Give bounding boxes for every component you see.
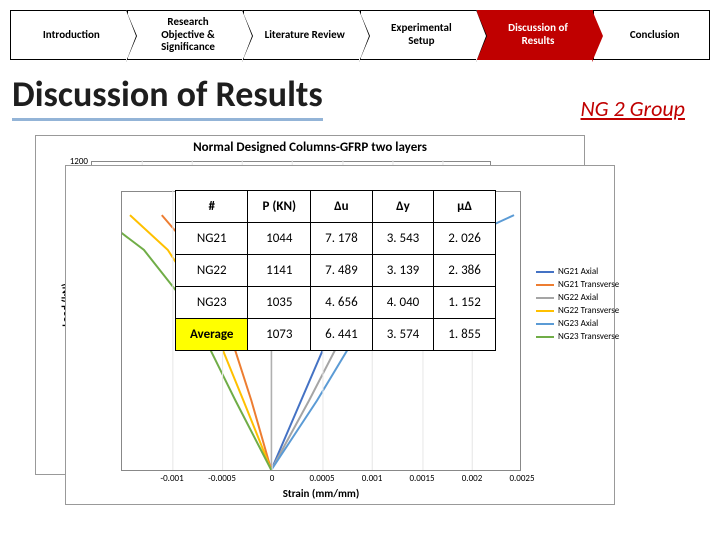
table-cell: 1073 — [248, 319, 311, 351]
legend-item: NG22 Axial — [536, 292, 619, 303]
table-cell: 3. 543 — [372, 223, 434, 255]
table-header-cell: Δu — [311, 191, 373, 223]
table-cell: 4. 656 — [311, 287, 373, 319]
table-cell: 3. 574 — [372, 319, 434, 351]
table-body: NG2110447. 1783. 5432. 026NG2211417. 489… — [176, 223, 496, 351]
xtick-label: -0.0005 — [208, 473, 236, 484]
table-row: NG2211417. 4893. 1392. 386 — [176, 255, 496, 287]
legend: NG21 Axial NG21 Transverse NG22 Axial NG22 … — [536, 266, 619, 344]
legend-item: NG23 Axial — [536, 318, 619, 329]
xtick-label: -0.001 — [160, 473, 183, 484]
nav-item[interactable]: Discussion of Results — [477, 10, 594, 60]
page-title: Discussion of Results — [12, 72, 323, 121]
table-header-row: #P (KN)ΔuΔyμΔ — [176, 191, 496, 223]
table-row: NG2110447. 1783. 5432. 026 — [176, 223, 496, 255]
xtick-label: 0 — [270, 473, 275, 484]
xtick-label: 0.001 — [362, 473, 383, 484]
breadcrumb-nav: IntroductionResearch Objective & Signifi… — [10, 10, 710, 60]
table-row: NG2310354. 6564. 0401. 152 — [176, 287, 496, 319]
chart-title: Normal Designed Columns-GFRP two layers — [36, 140, 584, 155]
table-cell: 1035 — [248, 287, 311, 319]
nav-item[interactable]: Research Objective & Significance — [127, 10, 244, 60]
xtick-label: 0.0005 — [309, 473, 334, 484]
table-cell: 2. 386 — [434, 255, 496, 287]
table-cell: NG23 — [176, 287, 248, 319]
table-cell: NG21 — [176, 223, 248, 255]
table-row: Average10736. 4413. 5741. 855 — [176, 319, 496, 351]
x-axis-label: Strain (mm/mm) — [121, 487, 521, 500]
group-label: NG 2 Group — [581, 95, 686, 122]
table-header-cell: μΔ — [434, 191, 496, 223]
nav-item[interactable]: Literature Review — [243, 10, 360, 60]
table-cell: 1141 — [248, 255, 311, 287]
legend-item: NG23 Transverse — [536, 331, 619, 342]
table-cell: 4. 040 — [372, 287, 434, 319]
table-cell: 7. 178 — [311, 223, 373, 255]
table-cell: 7. 489 — [311, 255, 373, 287]
nav-item[interactable]: Experimental Setup — [360, 10, 477, 60]
table-cell: 1. 152 — [434, 287, 496, 319]
table-cell: 1044 — [248, 223, 311, 255]
xtick-label: 0.0015 — [409, 473, 434, 484]
table-header-cell: # — [176, 191, 248, 223]
legend-item: NG21 Axial — [536, 266, 619, 277]
legend-item: NG21 Transverse — [536, 279, 619, 290]
xtick-label: 0.002 — [462, 473, 483, 484]
table-cell: 6. 441 — [311, 319, 373, 351]
table-cell: Average — [176, 319, 248, 351]
table-header-cell: Δy — [372, 191, 434, 223]
nav-item[interactable]: Introduction — [10, 10, 127, 60]
table-cell: NG22 — [176, 255, 248, 287]
table-cell: 2. 026 — [434, 223, 496, 255]
table-cell: 1. 855 — [434, 319, 496, 351]
xtick-label: 0.0025 — [509, 473, 534, 484]
nav-item[interactable]: Conclusion — [593, 10, 710, 60]
table-header-cell: P (KN) — [248, 191, 311, 223]
results-table: #P (KN)ΔuΔyμΔ NG2110447. 1783. 5432. 026… — [175, 190, 496, 351]
table-cell: 3. 139 — [372, 255, 434, 287]
legend-item: NG22 Transverse — [536, 305, 619, 316]
